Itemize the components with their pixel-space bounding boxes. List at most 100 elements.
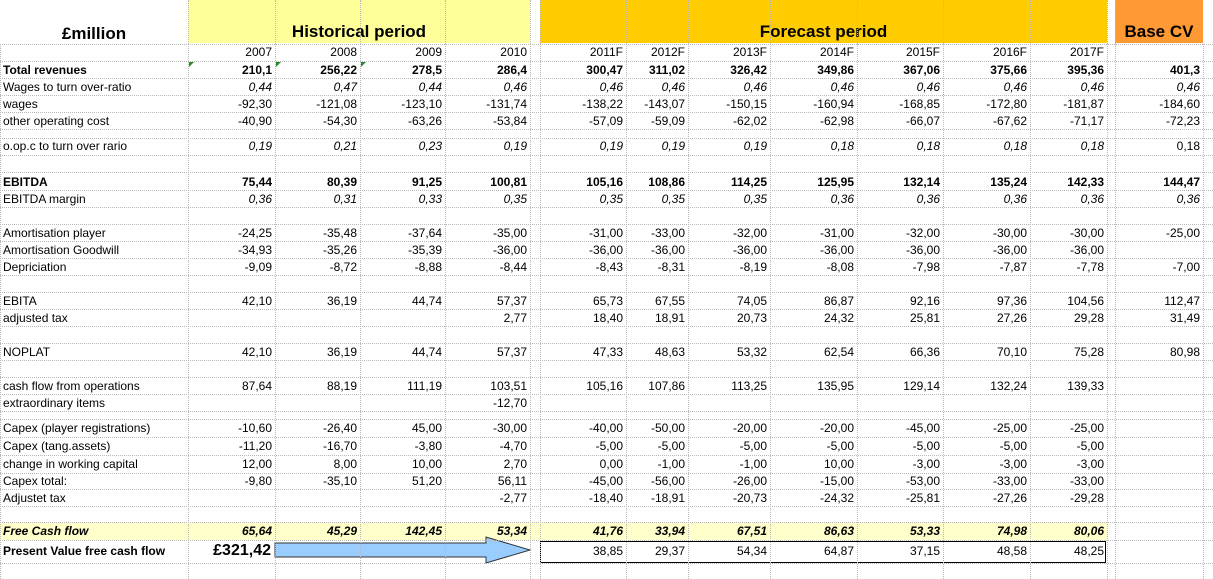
- cell-value: 66,36: [909, 344, 940, 359]
- cell-value: -138,22: [582, 96, 623, 111]
- cell-value: 45,00: [411, 420, 442, 435]
- row-label: cash flow from operations: [3, 378, 140, 393]
- grid-line: [0, 411, 1213, 412]
- group-header: Forecast period: [759, 22, 888, 41]
- grid-line: [0, 419, 1213, 420]
- cell-value: 88,19: [326, 378, 357, 393]
- cell-value: -3,00: [1076, 456, 1104, 471]
- cell-value: -36,00: [732, 242, 767, 257]
- cell-value: -3,80: [414, 438, 442, 453]
- year-header: 2014F: [819, 45, 854, 59]
- cell-value: -5,00: [657, 438, 685, 453]
- cell-value: 0,46: [743, 79, 767, 94]
- base-value: 0,46: [1176, 79, 1200, 94]
- cell-value: -26,40: [322, 420, 357, 435]
- group-header: Historical period: [291, 22, 427, 41]
- cell-value: -35,10: [322, 473, 357, 488]
- cell-value: -36,00: [492, 242, 527, 257]
- cell-value: -15,00: [819, 473, 854, 488]
- cell-value: -24,25: [237, 225, 272, 240]
- cell-value: 125,95: [817, 174, 854, 189]
- cell-value: -123,10: [401, 96, 442, 111]
- cell-value: 256,22: [320, 62, 357, 77]
- cell-value: 10,00: [411, 456, 442, 471]
- grid-line: [0, 437, 1213, 438]
- grid-line: [275, 0, 276, 44]
- grid-line: [0, 172, 1213, 173]
- cell-value: -5,00: [739, 438, 767, 453]
- cell-value: -36,00: [905, 242, 940, 257]
- grid-line: [0, 207, 1213, 208]
- cell-value: -7,87: [999, 259, 1027, 274]
- cell-value: -35,48: [322, 225, 357, 240]
- grid-line: [0, 343, 1213, 344]
- row-label: Present Value free cash flow: [3, 543, 166, 558]
- pv-value: 37,15: [909, 543, 940, 558]
- cell-value: -143,07: [644, 96, 685, 111]
- cell-value: 0,36: [1003, 191, 1027, 206]
- cell-value: -57,09: [588, 113, 623, 128]
- cell-value: 375,66: [990, 62, 1027, 77]
- pv-value: 38,85: [592, 543, 623, 558]
- cell-value: 70,10: [996, 344, 1027, 359]
- cell-value: 0,46: [661, 79, 685, 94]
- grid-line: [1107, 44, 1108, 579]
- grid-line: [0, 563, 1213, 564]
- grid-line: [857, 44, 858, 579]
- cell-value: -8,44: [499, 259, 527, 274]
- cell-value: 47,33: [592, 344, 623, 359]
- cell-value: 311,02: [648, 62, 685, 77]
- cell-value: 80,06: [1073, 523, 1104, 538]
- cell-value: -18,91: [650, 490, 685, 505]
- row-label: Capex (player registrations): [3, 420, 151, 435]
- cell-value: 86,63: [823, 523, 854, 538]
- cell-value: 57,37: [496, 293, 527, 308]
- cell-value: 142,45: [405, 523, 442, 538]
- grid-line: [0, 522, 1213, 523]
- grid-line: [0, 190, 1213, 191]
- grid-line: [188, 44, 189, 579]
- cell-value: -1,00: [739, 456, 767, 471]
- cell-value: 0,18: [1080, 138, 1104, 153]
- cell-value: -8,08: [826, 259, 854, 274]
- pv-value: 48,25: [1073, 543, 1104, 558]
- cell-value: 0,44: [418, 79, 442, 94]
- cell-value: 0,47: [333, 79, 357, 94]
- cell-value: -168,85: [899, 96, 940, 111]
- pv-value: 64,87: [823, 543, 854, 558]
- grid-line: [540, 44, 541, 579]
- cell-value: 100,81: [490, 174, 527, 189]
- cell-value: -35,39: [407, 242, 442, 257]
- grid-line: [0, 44, 1, 579]
- cell-value: 27,26: [996, 310, 1027, 325]
- grid-line: [0, 224, 1213, 225]
- grid-line: [0, 326, 1213, 327]
- cell-value: 53,33: [909, 523, 940, 538]
- grid-line: [1115, 0, 1116, 44]
- grid-line: [0, 360, 1213, 361]
- cell-value: 0,44: [248, 79, 272, 94]
- cell-value: 300,47: [586, 62, 623, 77]
- cell-value: 8,00: [333, 456, 357, 471]
- row-label: Capex (tang.assets): [3, 438, 111, 453]
- grid-line: [0, 489, 1213, 490]
- cell-value: 0,46: [1003, 79, 1027, 94]
- cell-value: 0,19: [599, 138, 623, 153]
- cell-value: 48,63: [654, 344, 685, 359]
- base-value: 144,47: [1163, 174, 1200, 189]
- row-label: change in working capital: [3, 456, 138, 471]
- pv-value: 29,37: [654, 543, 685, 558]
- cell-value: 53,32: [736, 344, 767, 359]
- cell-value: 53,34: [496, 523, 527, 538]
- grid-line: [943, 0, 944, 44]
- cell-value: 57,37: [496, 344, 527, 359]
- cell-value: -53,84: [492, 113, 527, 128]
- row-label: extraordinary items: [3, 395, 106, 410]
- cell-value: -45,00: [588, 473, 623, 488]
- cell-value: 135,24: [990, 174, 1027, 189]
- year-header: 2012F: [650, 45, 685, 59]
- cell-value: 0,33: [418, 191, 442, 206]
- cell-value: -40,00: [588, 420, 623, 435]
- grid-line: [530, 44, 531, 579]
- cell-value: 33,94: [654, 523, 685, 538]
